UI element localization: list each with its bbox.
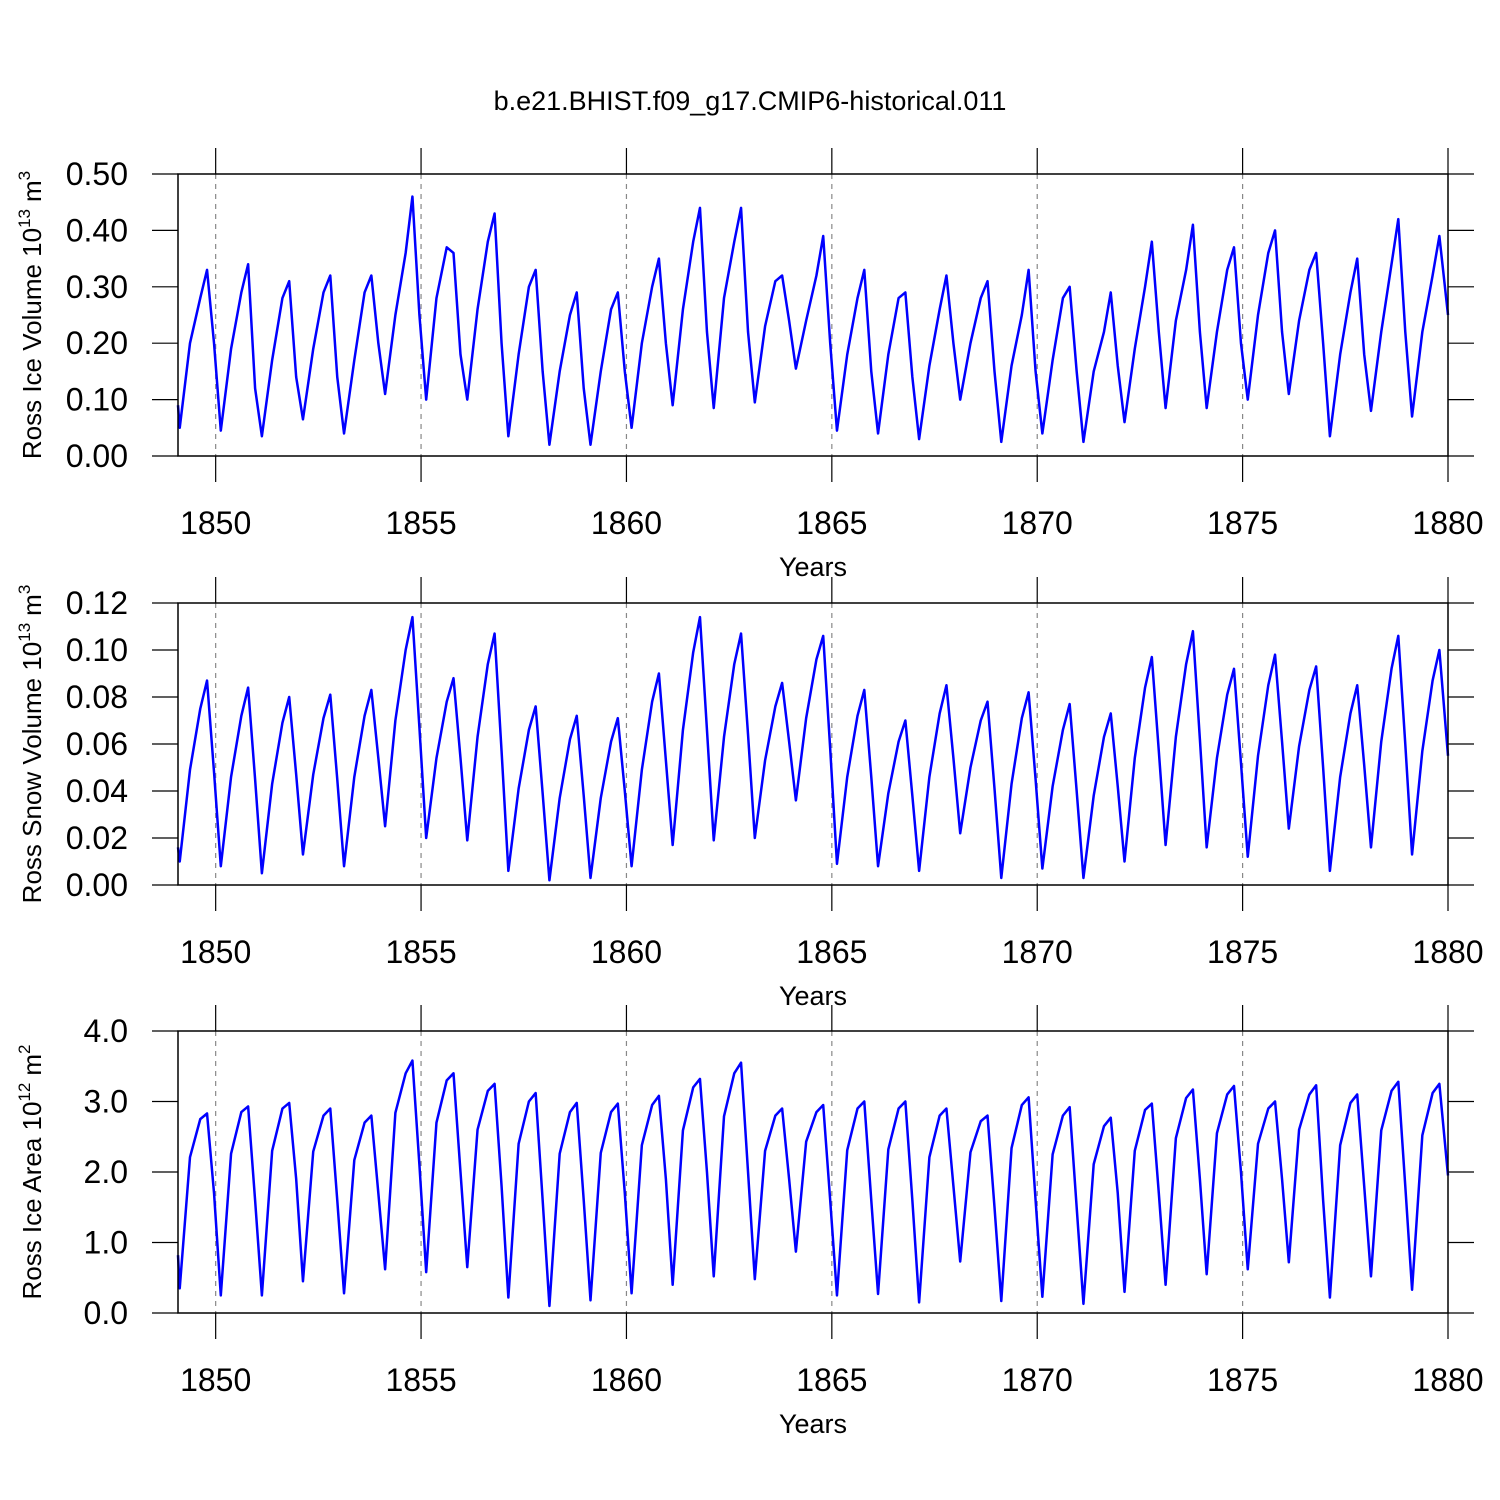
x-tick-label: 1875 (1207, 505, 1278, 541)
y-tick-label: 0.02 (66, 820, 128, 856)
y-label-unit: m (17, 594, 47, 616)
y-tick-label: 0.12 (66, 585, 128, 621)
plot-frame (177, 1030, 1449, 1314)
y-tick-label: 0.04 (66, 773, 128, 809)
data-line (176, 195, 1450, 446)
y-tick-label: 3.0 (84, 1084, 128, 1120)
y-tick-label: 0.00 (66, 867, 128, 903)
x-tick-label: 1865 (796, 1362, 867, 1398)
y-tick-label: 0.40 (66, 212, 128, 248)
y-label-exponent: 13 (15, 623, 34, 642)
y-label-unit-exponent: 3 (15, 585, 34, 594)
y-tick-label: 0.10 (66, 382, 128, 418)
y-axis-label: Ross Ice Area 1012 m2 (15, 1044, 47, 1299)
x-tick-label: 1875 (1207, 1362, 1278, 1398)
y-tick-label: 4.0 (84, 1013, 128, 1049)
y-tick-label: 0.30 (66, 269, 128, 305)
x-tick-label: 1875 (1207, 934, 1278, 970)
y-tick-label: 0.20 (66, 325, 128, 361)
y-tick-label: 0.50 (66, 156, 128, 192)
y-tick-label: 0.10 (66, 632, 128, 668)
x-tick-label: 1850 (180, 934, 251, 970)
x-tick-label: 1855 (385, 505, 456, 541)
x-tick-label: 1865 (796, 934, 867, 970)
x-tick-label: 1850 (180, 505, 251, 541)
x-tick-label: 1860 (591, 934, 662, 970)
y-label-unit-exponent: 2 (15, 1044, 34, 1053)
data-line (176, 1059, 1450, 1308)
y-label-text: Ross Ice Area 10 (17, 1102, 47, 1300)
plot-frame (177, 173, 1449, 457)
x-axis-label: Years (779, 1409, 847, 1439)
x-tick-label: 1850 (180, 1362, 251, 1398)
y-tick-label: 0.08 (66, 679, 128, 715)
plot-frame (177, 602, 1449, 886)
y-label-exponent: 13 (15, 209, 34, 228)
y-axis-label: Ross Snow Volume 1013 m3 (15, 585, 47, 904)
y-label-exponent: 12 (15, 1083, 34, 1102)
x-axis-label: Years (779, 552, 847, 582)
x-tick-label: 1860 (591, 1362, 662, 1398)
y-axis-label: Ross Ice Volume 1013 m3 (15, 171, 47, 459)
x-tick-label: 1880 (1412, 934, 1483, 970)
y-label-unit: m (17, 1054, 47, 1076)
x-tick-label: 1860 (591, 505, 662, 541)
y-tick-label: 2.0 (84, 1154, 128, 1190)
x-tick-label: 1880 (1412, 505, 1483, 541)
y-label-text: Ross Snow Volume 10 (17, 642, 47, 904)
x-tick-label: 1865 (796, 505, 867, 541)
x-tick-label: 1870 (1002, 505, 1073, 541)
figure-title: b.e21.BHIST.f09_g17.CMIP6-historical.011 (494, 86, 1007, 116)
y-tick-label: 1.0 (84, 1225, 128, 1261)
y-tick-label: 0.00 (66, 438, 128, 474)
y-label-text: Ross Ice Volume 10 (17, 228, 47, 459)
data-line (176, 615, 1450, 882)
x-tick-label: 1870 (1002, 1362, 1073, 1398)
x-axis-label: Years (779, 981, 847, 1011)
y-label-unit-exponent: 3 (15, 171, 34, 180)
x-tick-label: 1855 (385, 1362, 456, 1398)
y-tick-label: 0.06 (66, 726, 128, 762)
x-tick-label: 1855 (385, 934, 456, 970)
y-label-unit: m (17, 180, 47, 202)
y-tick-label: 0.0 (84, 1295, 128, 1331)
x-tick-label: 1870 (1002, 934, 1073, 970)
x-tick-label: 1880 (1412, 1362, 1483, 1398)
